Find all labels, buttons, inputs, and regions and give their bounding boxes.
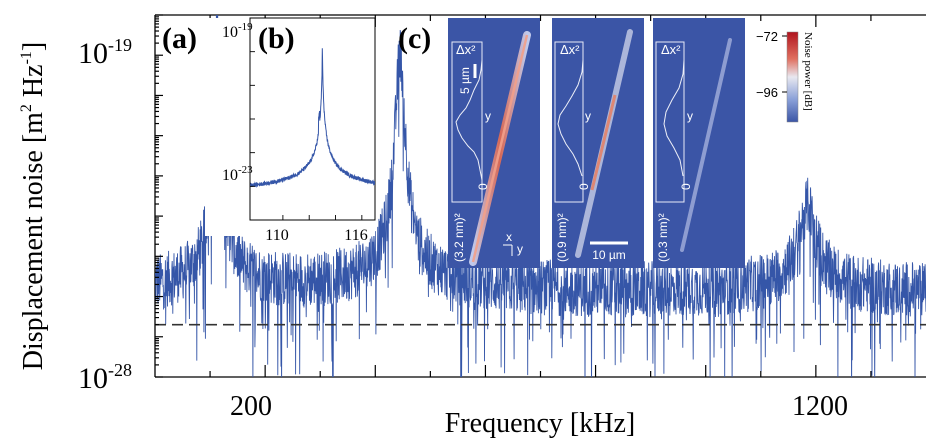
colorbar-max-label: −72 <box>756 29 778 44</box>
map-2-axis-label: y <box>585 109 591 123</box>
map-axes-y-label: y <box>517 242 523 256</box>
colorbar-min-label: −96 <box>756 85 778 100</box>
map-2-bar-label: 10 µm <box>592 248 626 262</box>
main-trace-line <box>155 15 926 377</box>
inset-b-y-tick-top: 10-19 <box>222 21 253 41</box>
map-axes-x-label: x <box>506 230 512 244</box>
map-1-axis-label: y <box>485 109 491 123</box>
map-1-zero-label: 0 <box>476 183 490 190</box>
inset-b-ticks <box>250 17 363 221</box>
main-ticks <box>155 14 872 378</box>
colorbar-title: Noise power [dB] <box>802 32 814 111</box>
colorbar: −72 −96 Noise power [dB] <box>756 29 814 123</box>
inset-b-background <box>205 18 375 236</box>
inset-b: (b) 10-19 10-23 110 116 <box>205 17 376 244</box>
map-3-zero-label: 0 <box>679 183 693 190</box>
inset-b-y-tick-bottom: 10-23 <box>222 164 253 184</box>
map-1-scale-value: (3.2 nm)² <box>452 213 466 262</box>
y-tick-top-label: 10-19 <box>78 35 132 70</box>
inset-b-trace-line <box>250 48 375 188</box>
x-tick-200-label: 200 <box>230 391 272 422</box>
panel-c-label: (c) <box>398 22 431 55</box>
map-3-scale-value: (0.3 nm)² <box>656 213 670 262</box>
main-noise-spectrum <box>155 15 926 377</box>
map-3-profile <box>663 59 685 177</box>
y-tick-bottom-label: 10-28 <box>78 360 132 395</box>
map-3-profile-label: Δx² <box>661 42 681 57</box>
map-1-bar-label: 5 µm <box>458 67 472 94</box>
map-2-scale-value: (0.9 nm)² <box>555 213 569 262</box>
y-axis-label: Displacement noise [m2 Hz-1] <box>18 42 49 370</box>
map-2-profile-label: Δx² <box>560 42 580 57</box>
inset-b-x-tick-110: 110 <box>265 227 288 244</box>
x-tick-1200-label: 1200 <box>792 391 848 422</box>
inset-b-x-tick-116: 116 <box>344 227 367 244</box>
map-3-streak <box>680 38 732 252</box>
panel-a-label: (a) <box>162 22 197 55</box>
panel-b-label: (b) <box>258 22 295 55</box>
map-3-axis-label: y <box>687 109 693 123</box>
x-axis-label: Frequency [kHz] <box>445 408 635 439</box>
panel-c-maps: Δx² 5 µm y 0 (3.2 nm)² x y Δx² y 0 (0.9 … <box>448 18 814 268</box>
map-1-profile-label: Δx² <box>456 42 476 57</box>
map-2-profile <box>557 59 584 177</box>
noise-map-3: Δx² y 0 (0.3 nm)² <box>653 18 745 268</box>
noise-map-2: Δx² y 0 (0.9 nm)² 10 µm <box>552 18 644 268</box>
map-1-profile <box>455 59 483 181</box>
noise-map-1: Δx² 5 µm y 0 (3.2 nm)² x y <box>448 18 540 268</box>
map-2-zero-label: 0 <box>577 183 591 190</box>
